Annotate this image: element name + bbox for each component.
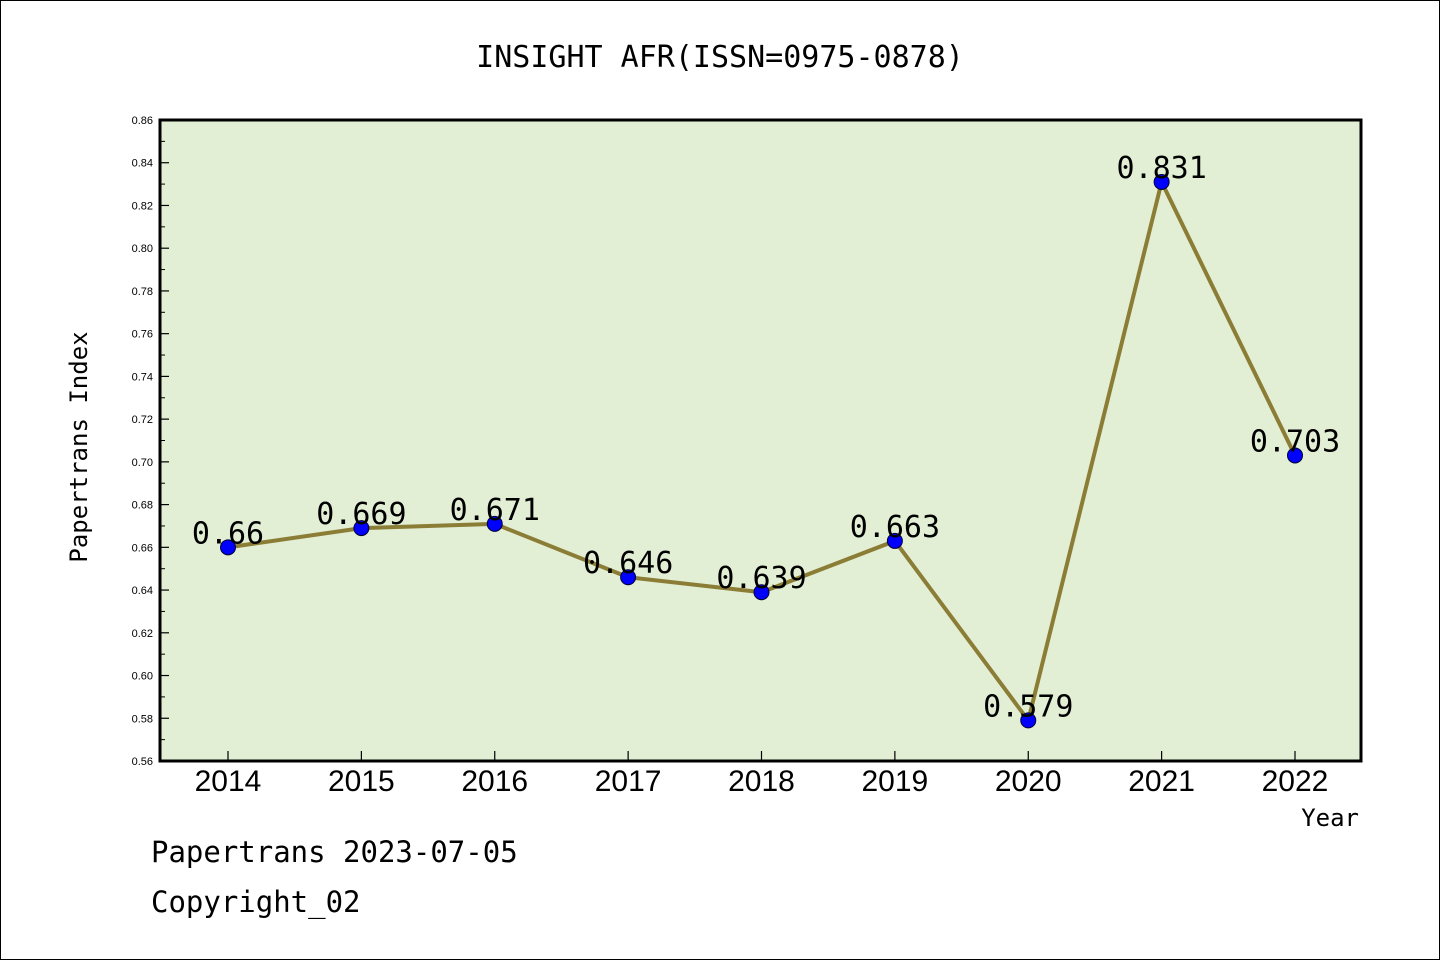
data-label: 0.831 [1116,151,1206,186]
y-axis: 0.56 0.58 0.60 0.62 0.64 0.66 0.68 0.70 0.72 0.74… [132,115,169,768]
data-label: 0.663 [850,510,940,545]
data-point-marker [486,515,503,532]
data-point-marker [1287,447,1303,464]
x-tick-label: 2021 [1128,765,1195,798]
data-point-marker [753,584,770,601]
y-tick-label: 0.64 [132,585,153,597]
x-tick-label: 2015 [328,765,395,798]
series-line [220,173,1303,729]
y-tick-label: 0.78 [132,286,153,298]
y-tick-label: 0.68 [132,500,153,512]
y-tick-label: 0.70 [132,457,153,469]
x-tick-label: 2017 [595,765,662,798]
data-labels: 0.66 0.669 0.671 0.646 0.639 0.663 0.579 0.831 0… [192,151,1340,724]
data-label: 0.639 [716,561,806,596]
data-point-marker [353,520,370,537]
data-point-marker [1020,712,1037,729]
data-label: 0.579 [983,689,1073,724]
data-label: 0.669 [316,497,406,532]
y-tick-label: 0.86 [132,115,153,127]
data-point-marker [220,539,236,556]
y-tick-label: 0.56 [132,756,153,768]
x-tick-label: 2018 [728,765,795,798]
x-axis-label: Year [1301,804,1359,832]
x-axis: 2014 2015 2016 2017 2018 2019 2020 2021 2022 [195,751,1329,798]
x-tick-label: 2019 [862,765,929,798]
y-tick-label: 0.76 [132,329,153,341]
x-tick-label: 2016 [461,765,528,798]
y-tick-label: 0.60 [132,671,153,683]
y-tick-label: 0.66 [132,542,153,554]
data-label: 0.646 [583,546,673,581]
y-tick-label: 0.72 [132,414,153,426]
y-tick-label: 0.62 [132,628,153,640]
data-point-marker [886,532,903,549]
data-label: 0.703 [1250,424,1340,459]
x-tick-label: 2022 [1262,765,1329,798]
footer-copyright: Copyright_02 [151,885,361,919]
data-label: 0.671 [450,493,540,528]
y-tick-label: 0.80 [132,243,153,255]
data-point-marker [1153,173,1170,190]
y-axis-label: Papertrans Index [65,331,93,562]
y-tick-label: 0.82 [132,200,153,212]
y-tick-label: 0.74 [132,371,153,383]
y-tick-label: 0.58 [132,713,153,725]
chart-title: INSIGHT AFR(ISSN=0975-0878) [476,40,964,75]
plot-area [158,118,1363,763]
x-tick-label: 2020 [995,765,1062,798]
data-label: 0.66 [192,516,264,551]
x-tick-label: 2014 [195,765,262,798]
footer-date: Papertrans 2023-07-05 [151,835,518,869]
data-point-marker [620,569,637,586]
y-tick-label: 0.84 [132,158,153,170]
